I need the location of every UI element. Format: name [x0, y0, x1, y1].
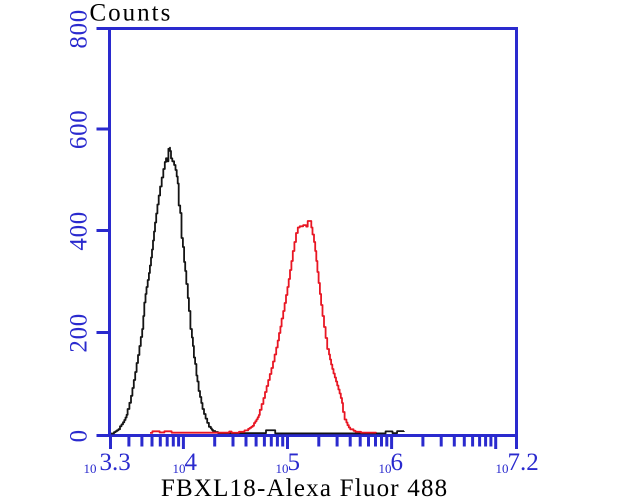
svg-text:10: 10 [496, 461, 509, 476]
svg-text:200: 200 [66, 313, 93, 353]
svg-text:7.2: 7.2 [508, 449, 539, 476]
svg-text:4: 4 [185, 449, 198, 476]
svg-text:10: 10 [173, 461, 186, 476]
svg-text:400: 400 [66, 211, 93, 251]
svg-text:Counts: Counts [90, 0, 173, 27]
svg-text:5: 5 [288, 449, 301, 476]
svg-text:10: 10 [84, 461, 97, 476]
svg-text:10: 10 [276, 461, 289, 476]
svg-text:6: 6 [391, 449, 404, 476]
svg-text:10: 10 [379, 461, 392, 476]
svg-text:0: 0 [66, 429, 93, 442]
svg-text:3.3: 3.3 [100, 449, 131, 476]
svg-text:FBXL18-Alexa Fluor 488: FBXL18-Alexa Fluor 488 [161, 475, 449, 501]
svg-text:800: 800 [66, 9, 93, 49]
svg-text:600: 600 [66, 109, 93, 149]
